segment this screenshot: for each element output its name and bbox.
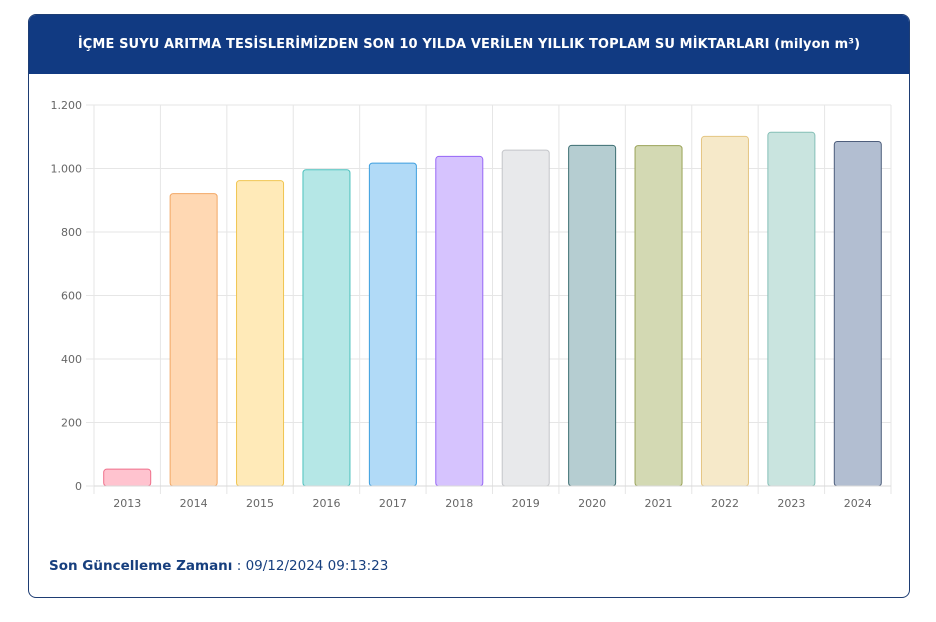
last-updated-timestamp: 09/12/2024 09:13:23 [245,558,389,574]
bar-2016[interactable] [302,169,351,487]
last-updated-separator: : [232,558,246,574]
x-tick-label: 2017 [379,497,407,510]
x-tick-label: 2022 [711,497,739,510]
bar-2017[interactable] [368,162,417,487]
bars [103,131,882,487]
x-tick-label: 2019 [512,497,540,510]
bar-2023[interactable] [767,131,816,487]
bar-2018[interactable] [435,155,484,487]
grid-lines [93,104,892,494]
bar-2020[interactable] [568,144,617,487]
bar-2021[interactable] [634,145,683,487]
x-tick-label: 2021 [645,497,673,510]
bar-2013[interactable] [103,468,152,487]
x-tick-label: 2024 [844,497,872,510]
x-tick-label: 2016 [312,497,340,510]
bar-2022[interactable] [700,135,749,487]
card-header: İÇME SUYU ARITMA TESİSLERİMİZDEN SON 10 … [29,15,909,74]
last-updated-label: Son Güncelleme Zamanı [49,558,233,574]
x-tick-label: 2013 [113,497,141,510]
x-tick-label: 2023 [777,497,805,510]
last-updated: Son Güncelleme Zamanı : 09/12/2024 09:13… [49,558,388,574]
x-tick-label: 2015 [246,497,274,510]
axes [86,104,891,487]
x-tick-label: 2020 [578,497,606,510]
y-tick-label: 200 [61,417,82,430]
y-tick-label: 600 [61,290,82,303]
y-tick-label: 0 [75,480,82,493]
y-tick-label: 800 [61,226,82,239]
x-tick-label: 2014 [180,497,208,510]
y-tick-label: 1.000 [51,163,83,176]
bar-2024[interactable] [833,141,882,487]
x-tick-label: 2018 [445,497,473,510]
bar-chart: 0 200 400 600 800 1.000 1.200 2013 2014 2015 2016 2… [51,99,892,510]
tick-labels: 0 200 400 600 800 1.000 1.200 2013 2014 2015 2016 2… [51,99,872,510]
bar-2019[interactable] [501,149,550,487]
y-tick-label: 400 [61,353,82,366]
bar-2014[interactable] [169,193,218,487]
y-tick-label: 1.200 [51,99,83,112]
bar-2015[interactable] [236,180,285,487]
chart-title: İÇME SUYU ARITMA TESİSLERİMİZDEN SON 10 … [77,37,861,52]
chart-card: İÇME SUYU ARITMA TESİSLERİMİZDEN SON 10 … [28,14,910,598]
